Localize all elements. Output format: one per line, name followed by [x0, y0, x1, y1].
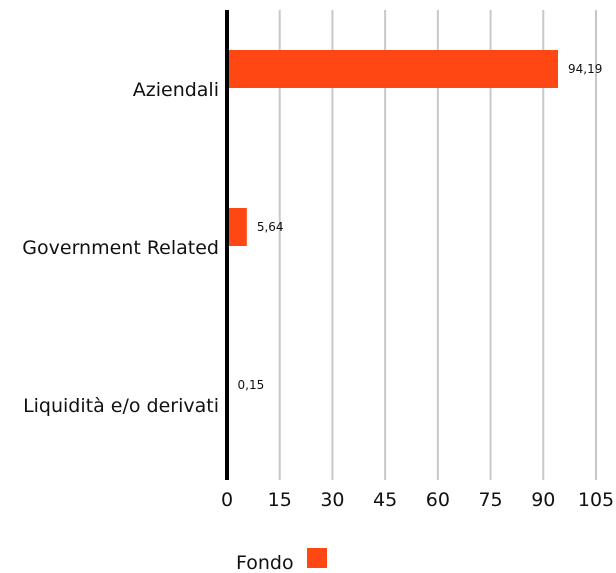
bar [227, 50, 559, 88]
category-labels: Aziendali Government Related Liquidità e/o… [22, 79, 219, 417]
category-label: Government Related [22, 237, 219, 259]
legend-label-fondo: Fondo [236, 552, 294, 573]
x-tick-label: 105 [578, 489, 614, 511]
x-tick-labels: 0 15 30 45 60 75 90 105 [221, 489, 614, 511]
x-tick-label: 15 [268, 489, 292, 511]
gridlines [278, 10, 597, 480]
bars [227, 50, 559, 404]
category-label: Liquidità e/o derivati [23, 395, 219, 417]
x-tick-label: 75 [478, 489, 502, 511]
x-tick-label: 0 [221, 489, 233, 511]
data-labels: 94,19 5,64 0,15 [238, 62, 603, 392]
category-label: Aziendali [133, 79, 219, 101]
data-label: 5,64 [257, 220, 284, 234]
x-tick-label: 30 [320, 489, 344, 511]
x-tick-label: 90 [531, 489, 555, 511]
x-tick-label: 60 [426, 489, 450, 511]
x-tick-label: 45 [373, 489, 397, 511]
data-label: 94,19 [568, 62, 602, 76]
data-label: 0,15 [238, 378, 265, 392]
legend-swatch-fondo [307, 548, 327, 568]
bar [227, 208, 247, 246]
legend: Fondo [236, 548, 327, 573]
